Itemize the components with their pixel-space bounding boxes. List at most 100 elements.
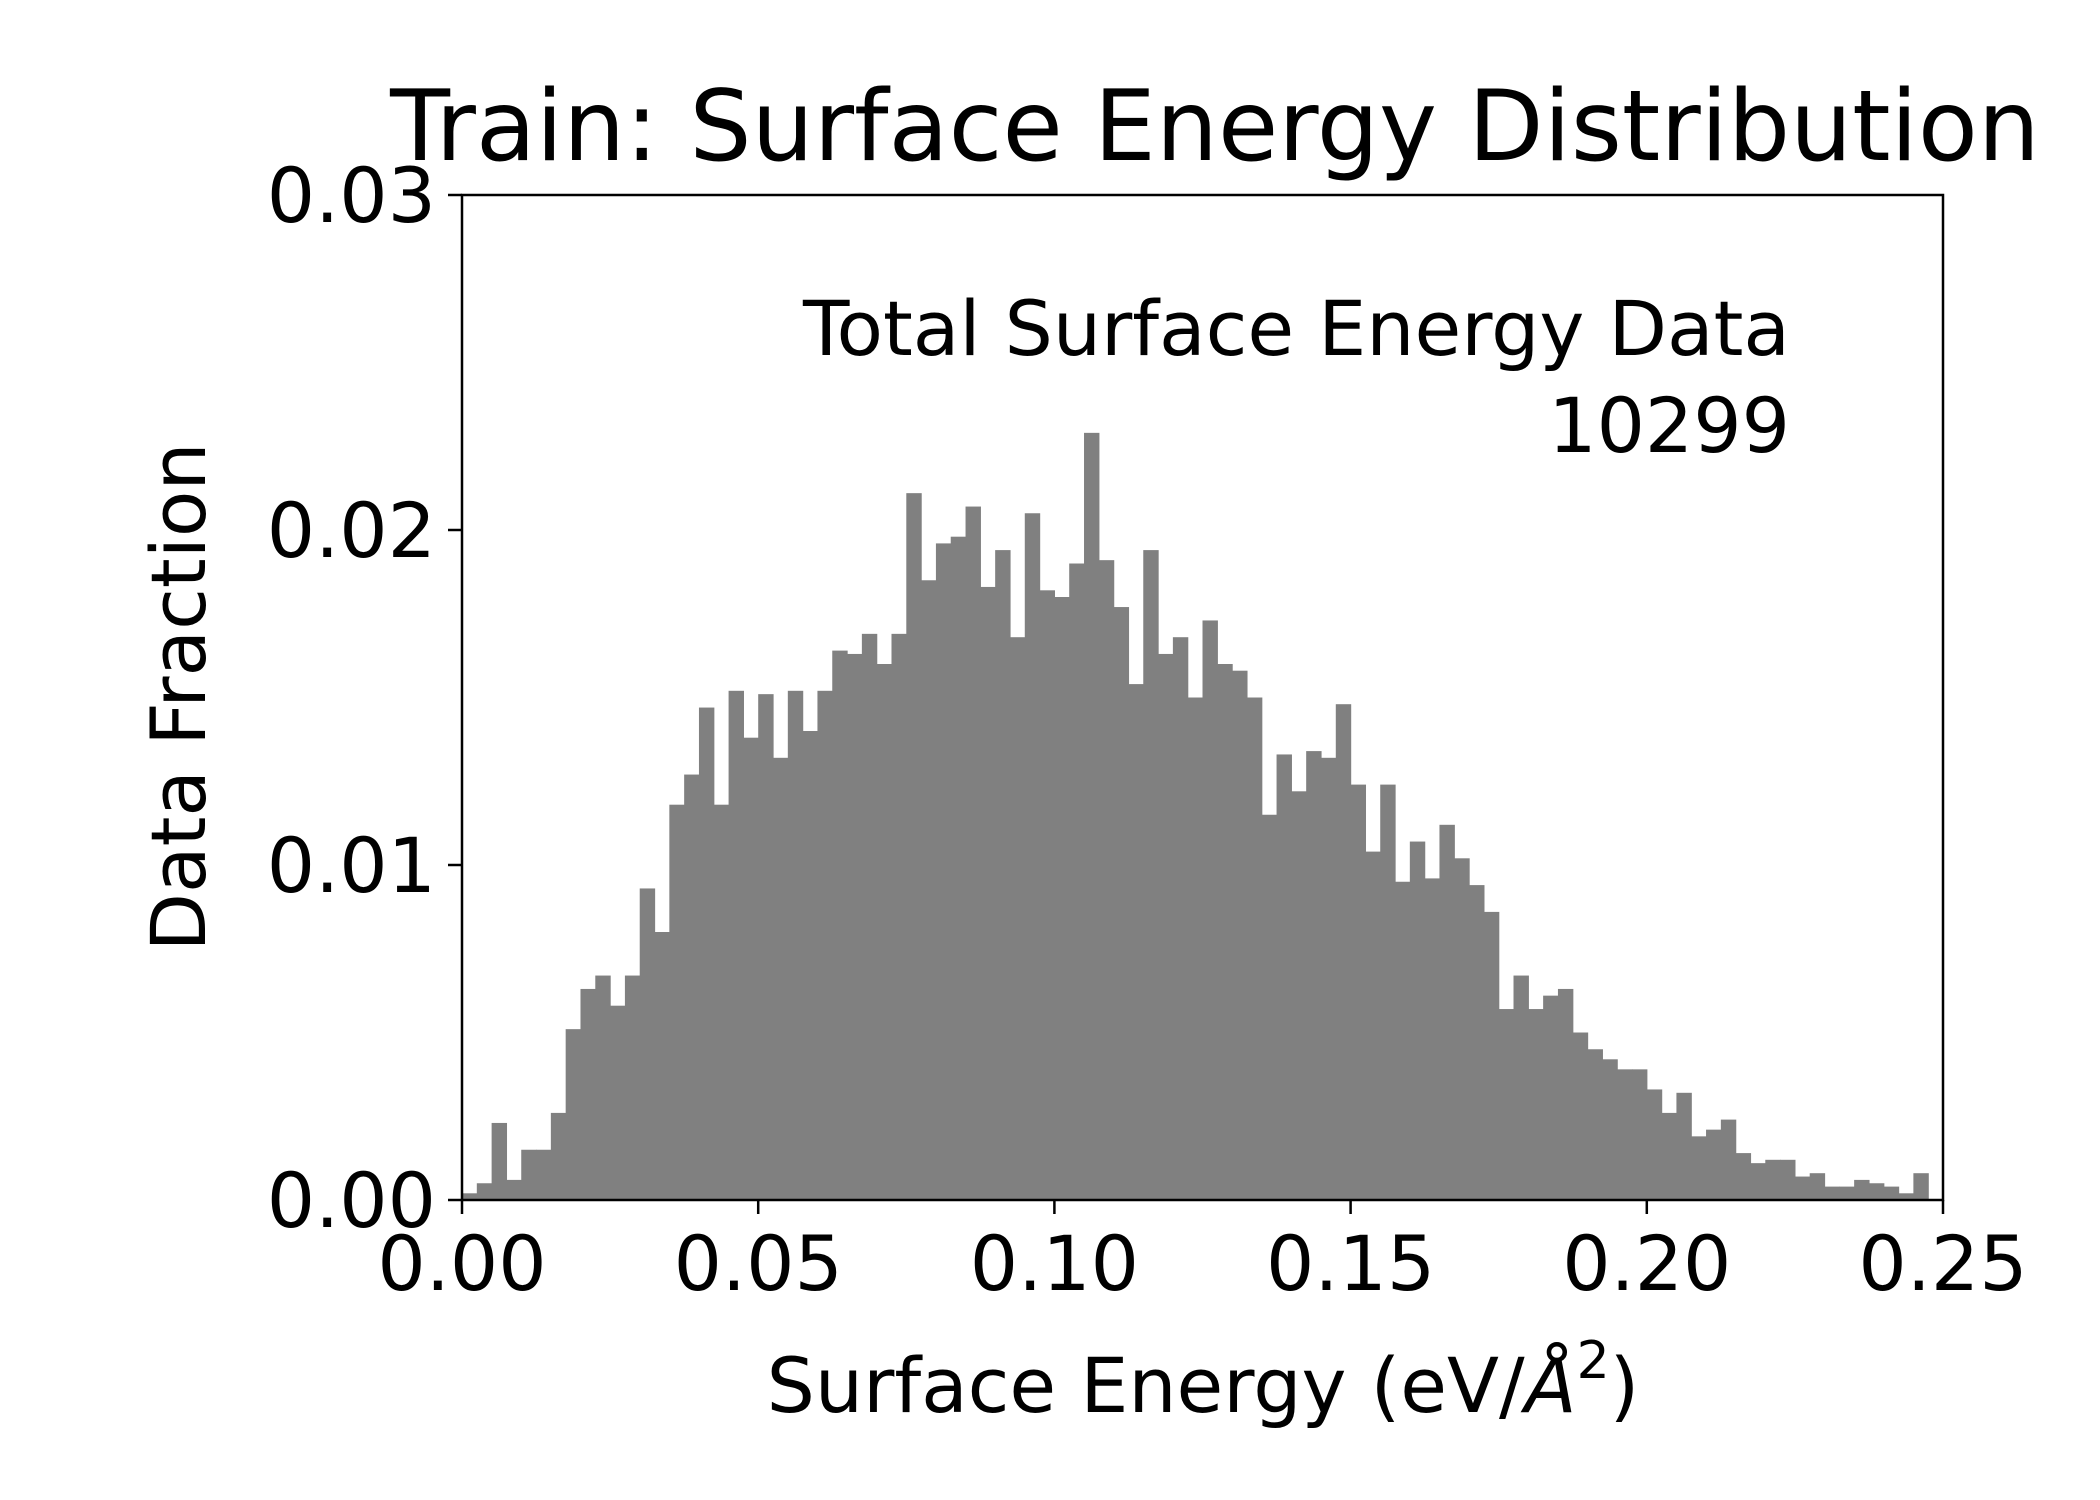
histogram-bar [1854, 1179, 1870, 1200]
histogram-bar [1898, 1193, 1914, 1200]
histogram-bar [1320, 757, 1337, 1200]
histogram-bar [565, 1029, 582, 1200]
x-axis-label-exponent: 2 [1577, 1331, 1610, 1391]
histogram-bar [1868, 1183, 1885, 1200]
histogram-bar [1424, 878, 1441, 1200]
histogram-bar [773, 757, 789, 1200]
histogram-bar [1039, 590, 1055, 1200]
histogram-bar [536, 1149, 552, 1200]
histogram-bar [1158, 653, 1174, 1200]
histogram-bar [1469, 885, 1485, 1200]
histogram-bar [1439, 824, 1455, 1200]
histogram-bar [1809, 1173, 1826, 1200]
x-axis-label-close: ) [1610, 1341, 1640, 1430]
histogram-bar [1587, 1049, 1603, 1200]
histogram-bar [1498, 1009, 1515, 1200]
histogram-bar [802, 731, 819, 1200]
histogram-bar [1631, 1069, 1648, 1200]
histogram-bar [521, 1149, 537, 1200]
y-axis: 0.00 0.01 0.02 0.03 [267, 151, 462, 1245]
histogram-bar [550, 1112, 567, 1200]
histogram-bar [980, 586, 996, 1200]
x-tick-label: 0.05 [674, 1219, 843, 1308]
y-tick-label: 0.00 [267, 1156, 436, 1245]
histogram-bar [580, 988, 596, 1200]
x-tick-label: 0.15 [1266, 1219, 1435, 1308]
x-axis: 0.00 0.05 0.10 0.15 0.20 0.25 [377, 1200, 2028, 1308]
histogram-bar [1720, 1119, 1737, 1200]
histogram-bar [1128, 684, 1144, 1200]
histogram-bar [1543, 995, 1559, 1200]
histogram-bar [1483, 911, 1500, 1200]
histogram-bar [1172, 637, 1189, 1200]
y-tick-label: 0.01 [267, 821, 436, 910]
x-axis-label-unit: Å [1520, 1341, 1577, 1430]
histogram-bar [728, 690, 744, 1200]
histogram-bar [1232, 670, 1248, 1200]
histogram-bar [1765, 1159, 1781, 1200]
histogram-bar [1676, 1092, 1692, 1200]
annotation-total-count: 10299 [1548, 381, 1790, 470]
histogram-bar [847, 653, 863, 1200]
histogram-bar [1646, 1089, 1663, 1200]
histogram-bar [1350, 784, 1367, 1200]
histogram-bar [1706, 1129, 1722, 1200]
histogram-bar [1913, 1173, 1929, 1200]
histogram-bar [1528, 1009, 1544, 1200]
histogram-bar [1750, 1163, 1766, 1200]
histogram-bar [639, 888, 656, 1200]
histogram-bar [1780, 1159, 1796, 1200]
histogram-bar [935, 543, 952, 1200]
histogram-bar [995, 550, 1011, 1200]
histogram-bar [1143, 550, 1159, 1200]
histogram-bar [1009, 637, 1026, 1200]
chart-title: Train: Surface Energy Distribution [389, 70, 2040, 184]
histogram-bar [1217, 664, 1233, 1200]
histogram-bar [595, 975, 611, 1200]
y-tick-label: 0.03 [267, 151, 436, 240]
histogram-bar [1572, 1032, 1589, 1200]
histogram-bar [1187, 697, 1204, 1200]
histogram-bar [1084, 432, 1100, 1201]
histogram-bar [787, 690, 804, 1200]
histogram-bar [1380, 784, 1396, 1200]
histogram-bar [669, 804, 685, 1200]
x-tick-label: 0.20 [1562, 1219, 1731, 1308]
histogram-bar [1409, 841, 1426, 1200]
histogram-bar [1113, 607, 1130, 1200]
histogram-bar [1098, 560, 1115, 1200]
histogram-bar [861, 633, 878, 1200]
histogram-bar [876, 664, 893, 1200]
histogram-bar [1276, 754, 1292, 1200]
x-tick-label: 0.10 [970, 1219, 1139, 1308]
histogram-bar [1602, 1059, 1618, 1200]
histogram-bar [743, 737, 759, 1200]
histogram-bar [491, 1122, 508, 1200]
histogram-bar [1513, 975, 1529, 1200]
histogram-bar [1454, 858, 1470, 1200]
plot-frame [460, 193, 1945, 1202]
histogram-bar [1024, 513, 1041, 1200]
histogram-bar [891, 633, 907, 1200]
x-axis-label: Surface Energy (eV/Å2) [767, 1331, 1640, 1430]
histogram-bar [1291, 791, 1307, 1200]
histogram-bar [610, 1005, 626, 1200]
histogram-bar [921, 580, 937, 1200]
histogram-bar [698, 707, 715, 1200]
histogram-bar [1617, 1069, 1633, 1200]
histogram-bar [713, 804, 730, 1200]
histogram-bar [506, 1179, 522, 1200]
y-tick-label: 0.02 [267, 486, 436, 575]
histogram-bars [462, 432, 1929, 1201]
histogram-bar [1661, 1112, 1678, 1200]
histogram-bar [684, 774, 700, 1200]
x-tick-label: 0.25 [1858, 1219, 2027, 1308]
histogram-bar [1839, 1186, 1855, 1200]
y-axis-label: Data Fraction [134, 443, 223, 952]
histogram-bar [817, 690, 833, 1200]
x-axis-label-text: Surface Energy (eV/ [767, 1341, 1525, 1430]
histogram-bar [1261, 814, 1278, 1200]
histogram-bar [462, 1193, 478, 1200]
histogram-bar [1794, 1176, 1811, 1200]
